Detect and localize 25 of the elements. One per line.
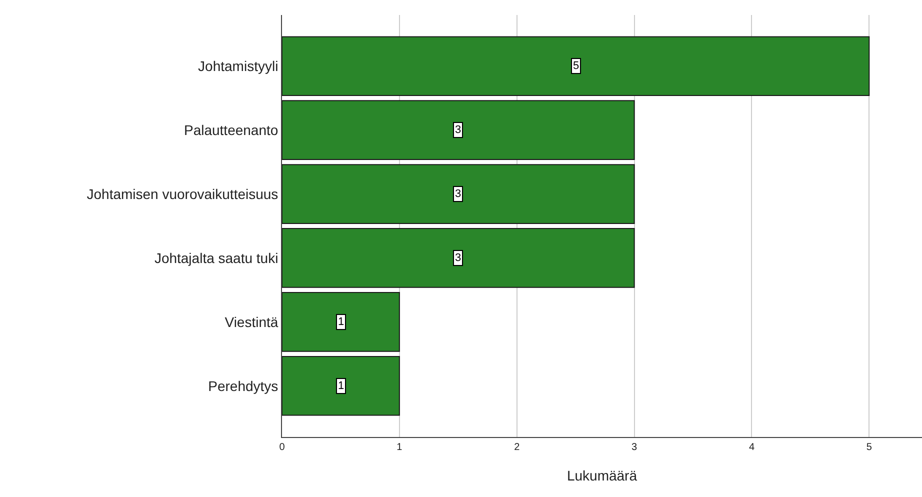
y-tick-label: Viestintä bbox=[224, 314, 278, 330]
y-tick-label: Johtajalta saatu tuki bbox=[154, 250, 278, 266]
bar bbox=[282, 356, 400, 416]
x-axis-title: Lukumäärä bbox=[566, 467, 638, 484]
data-label: 3 bbox=[455, 124, 462, 136]
x-tick-label: 2 bbox=[514, 442, 520, 453]
data-label: 3 bbox=[455, 188, 462, 200]
x-tick-label: 0 bbox=[279, 442, 286, 453]
y-tick-label: Palautteenanto bbox=[184, 122, 278, 138]
data-label: 5 bbox=[573, 60, 580, 72]
bar bbox=[282, 292, 400, 352]
data-label: 1 bbox=[338, 380, 344, 392]
y-tick-label: Perehdytys bbox=[208, 378, 278, 394]
data-label: 1 bbox=[338, 316, 344, 328]
x-tick-label: 3 bbox=[632, 442, 638, 453]
y-tick-label: Johtamisen vuorovaikutteisuus bbox=[86, 186, 278, 202]
bar bbox=[282, 36, 870, 96]
bar bbox=[282, 100, 635, 160]
x-tick-label: 4 bbox=[748, 442, 755, 453]
bar bbox=[282, 228, 635, 288]
y-tick-label: Johtamistyyli bbox=[198, 58, 278, 74]
x-tick-label: 1 bbox=[396, 442, 403, 453]
data-label: 3 bbox=[455, 252, 462, 264]
x-tick-label: 5 bbox=[866, 442, 872, 453]
bar bbox=[282, 164, 635, 224]
